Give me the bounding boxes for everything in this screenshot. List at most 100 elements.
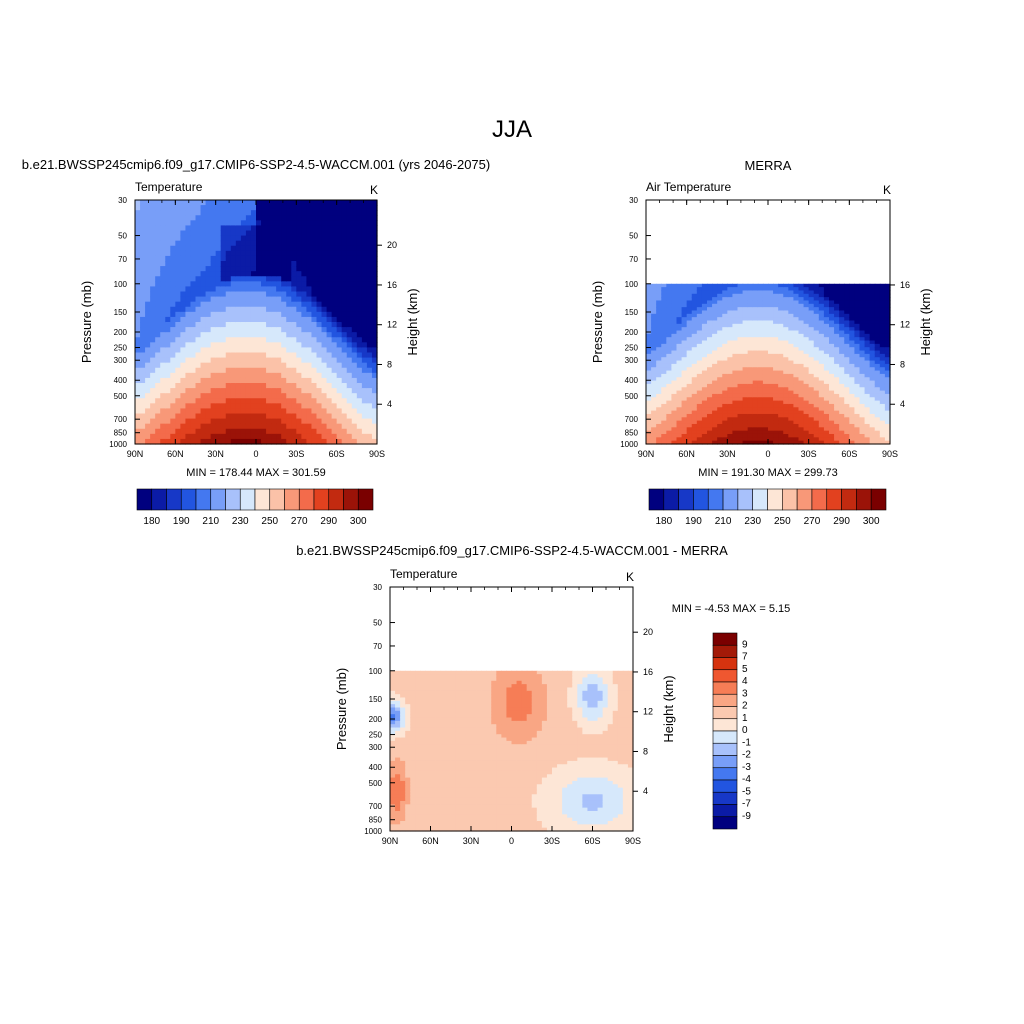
contour-cell (803, 373, 810, 378)
contour-cell (266, 362, 272, 369)
contour-cell (311, 296, 318, 303)
contour-cell (752, 303, 759, 308)
contour-cell (752, 320, 759, 325)
contour-cell (834, 313, 840, 318)
contour-cell (646, 370, 652, 375)
contour-cell (808, 420, 815, 425)
contour-cell (286, 220, 292, 227)
contour-cell (651, 337, 657, 342)
contour-cell (306, 200, 313, 206)
contour-cell (271, 418, 277, 425)
contour-cell (788, 337, 795, 342)
contour-cell (291, 408, 297, 415)
contour-cell (390, 687, 396, 692)
contour-cell (834, 373, 840, 378)
contour-cell (296, 255, 302, 262)
contour-cell (849, 340, 856, 345)
contour-cell (220, 377, 227, 384)
contour-cell (884, 313, 891, 318)
contour-cell (230, 255, 237, 262)
contour-cell (321, 332, 328, 338)
contour-cell (145, 393, 151, 399)
contour-cell (351, 367, 358, 374)
contour-cell (676, 363, 683, 368)
contour-cell (854, 320, 861, 325)
contour-cell (160, 296, 166, 303)
contour-cell (200, 235, 207, 242)
contour-cell (707, 397, 713, 402)
contour-cell (306, 337, 313, 343)
contour-cell (185, 200, 192, 206)
contour-cell (371, 357, 378, 364)
contour-cell (351, 322, 358, 328)
contour-cell (311, 372, 318, 379)
contour-cell (341, 205, 348, 211)
contour-cell (395, 727, 401, 732)
contour-cell (656, 327, 662, 332)
contour-cell (361, 322, 368, 328)
contour-cell (651, 313, 657, 318)
contour-cell (757, 317, 764, 322)
contour-cell (150, 403, 156, 410)
contour-cell (400, 780, 406, 785)
contour-cell (351, 327, 358, 333)
y-tick-label: 1000 (620, 440, 638, 449)
contour-cell (210, 383, 217, 389)
contour-cell (839, 400, 845, 405)
contour-cell (286, 306, 292, 313)
contour-cell (395, 714, 401, 719)
contour-cell (808, 377, 815, 382)
y-axis-label: Pressure (mb) (590, 281, 605, 363)
contour-cell (742, 360, 749, 365)
contour-cell (245, 403, 252, 410)
contour-cell (215, 215, 222, 221)
contour-cell (722, 387, 728, 392)
contour-cell (215, 408, 222, 415)
contour-cell (859, 347, 866, 352)
contour-cell (722, 283, 728, 288)
contour-cell (869, 407, 876, 412)
contour-cell (762, 287, 769, 292)
contour-cell (235, 220, 242, 227)
contour-cell (235, 291, 242, 298)
contour-cell (859, 410, 866, 415)
contour-cell (145, 418, 151, 425)
contour-cell (844, 330, 850, 335)
contour-cell (180, 383, 187, 389)
contour-cell (390, 720, 396, 725)
contour-cell (747, 430, 754, 435)
contour-cell (135, 418, 141, 425)
contour-cell (326, 377, 333, 384)
contour-cell (813, 403, 820, 408)
contour-cell (808, 413, 815, 418)
contour-cell (854, 430, 861, 435)
contour-cell (296, 377, 302, 384)
contour-cell (859, 290, 866, 295)
contour-cell (250, 230, 257, 237)
contour-cell (788, 410, 795, 415)
contour-cell (879, 360, 886, 365)
contour-cell (281, 423, 287, 430)
contour-cell (361, 245, 368, 252)
contour-cell (160, 291, 166, 298)
contour-cell (286, 357, 292, 364)
contour-cell (351, 337, 358, 343)
contour-cell (301, 332, 308, 338)
contour-cell (691, 380, 698, 385)
contour-cell (823, 283, 830, 288)
contour-cell (220, 215, 227, 221)
colorbar-swatch (298, 488, 315, 511)
contour-cell (849, 333, 856, 338)
contour-cell (200, 403, 207, 410)
contour-cell (195, 296, 202, 303)
contour-cell (291, 403, 297, 410)
contour-cell (245, 235, 252, 242)
contour-cell (686, 430, 693, 435)
contour-cell (742, 400, 749, 405)
contour-cell (722, 437, 728, 442)
contour-cell (190, 393, 197, 399)
colorbar-label: 210 (202, 516, 219, 527)
contour-cell (884, 407, 891, 412)
contour-cell (356, 342, 363, 349)
contour-cell (155, 367, 161, 374)
